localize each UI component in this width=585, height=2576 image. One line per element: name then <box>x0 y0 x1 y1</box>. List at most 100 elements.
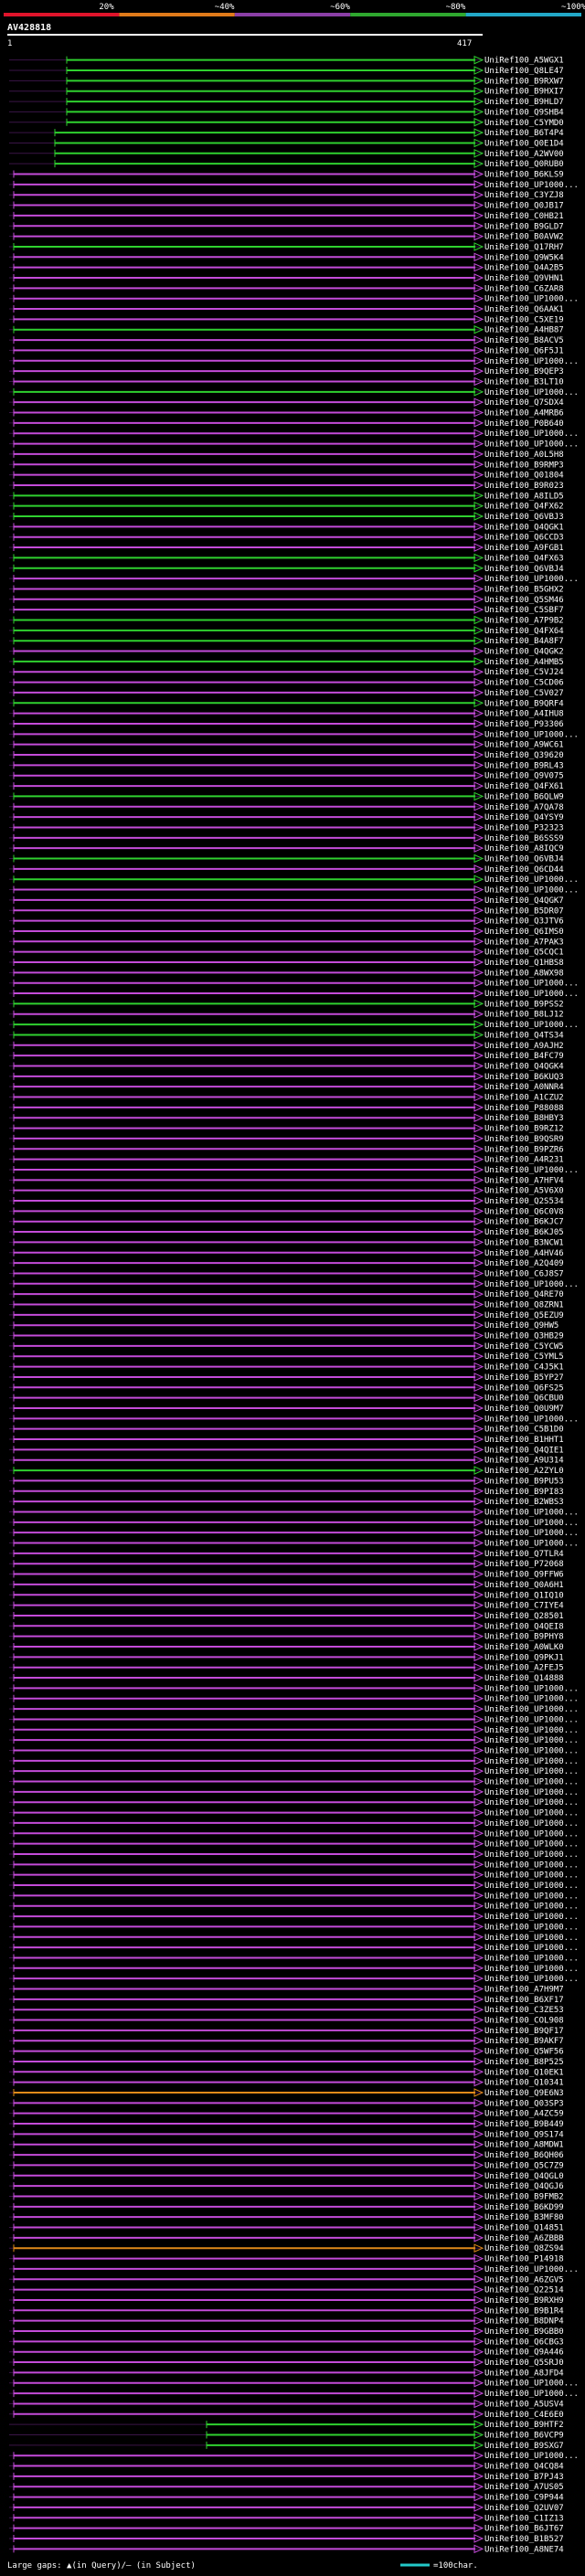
hit-label[interactable]: UniRef100_C6J8S7 <box>484 1269 564 1278</box>
hit-label[interactable]: UniRef100_C3ZE53 <box>484 2006 564 2015</box>
hit-label[interactable]: UniRef100_UP1000... <box>484 1021 579 1030</box>
hit-label[interactable]: UniRef100_Q3JTV6 <box>484 917 564 927</box>
hit-label[interactable]: UniRef100_A8NE74 <box>484 2545 564 2554</box>
hit-label[interactable]: UniRef100_B9HLD7 <box>484 98 564 107</box>
hit-label[interactable]: UniRef100_B9HTF2 <box>484 2421 564 2430</box>
hit-label[interactable]: UniRef100_A8ILD5 <box>484 492 564 501</box>
hit-label[interactable]: UniRef100_Q01804 <box>484 472 564 481</box>
hit-label[interactable]: UniRef100_Q4A2B5 <box>484 264 564 273</box>
hit-label[interactable]: UniRef100_C1IZ13 <box>484 2514 564 2523</box>
hit-label[interactable]: UniRef100_P93306 <box>484 720 564 729</box>
hit-label[interactable]: UniRef100_UP1000... <box>484 1798 579 1807</box>
hit-label[interactable]: UniRef100_A7US05 <box>484 2483 564 2492</box>
hit-label[interactable]: UniRef100_B9QRF4 <box>484 699 564 708</box>
hit-label[interactable]: UniRef100_B9RXH9 <box>484 2296 564 2306</box>
hit-label[interactable]: UniRef100_Q6CD44 <box>484 865 564 875</box>
hit-label[interactable]: UniRef100_UP1000... <box>484 1746 579 1755</box>
hit-label[interactable]: UniRef100_B9GBB0 <box>484 2327 564 2337</box>
hit-label[interactable]: UniRef100_B9R023 <box>484 482 564 491</box>
hit-label[interactable]: UniRef100_Q10EK1 <box>484 2068 564 2077</box>
hit-label[interactable]: UniRef100_A0NNR4 <box>484 1083 564 1092</box>
hit-label[interactable]: UniRef100_UP1000... <box>484 1819 579 1829</box>
hit-label[interactable]: UniRef100_A7HFV4 <box>484 1176 564 1185</box>
hit-label[interactable]: UniRef100_B1HHT1 <box>484 1436 564 1445</box>
hit-label[interactable]: UniRef100_Q9S174 <box>484 2130 564 2139</box>
hit-label[interactable]: UniRef100_A1CZU2 <box>484 1094 564 1103</box>
hit-label[interactable]: UniRef100_B5DR07 <box>484 906 564 916</box>
hit-label[interactable]: UniRef100_Q6VBJ4 <box>484 855 564 864</box>
hit-label[interactable]: UniRef100_Q0E1D4 <box>484 139 564 148</box>
hit-label[interactable]: UniRef100_Q6C0V8 <box>484 1207 564 1216</box>
hit-label[interactable]: UniRef100_Q4YSY9 <box>484 813 564 822</box>
hit-label[interactable]: UniRef100_A7QA78 <box>484 803 564 812</box>
hit-label[interactable]: UniRef100_Q7SDX4 <box>484 398 564 408</box>
hit-label[interactable]: UniRef100_Q4QEI8 <box>484 1622 564 1631</box>
hit-label[interactable]: UniRef100_B1B527 <box>484 2535 564 2544</box>
hit-label[interactable]: UniRef100_A4HB87 <box>484 326 564 335</box>
hit-label[interactable]: UniRef100_A8MDW1 <box>484 2141 564 2150</box>
hit-label[interactable]: UniRef100_UP1000... <box>484 1944 579 1953</box>
hit-label[interactable]: UniRef100_A2Q409 <box>484 1259 564 1268</box>
hit-label[interactable]: UniRef100_P32323 <box>484 823 564 832</box>
hit-label[interactable]: UniRef100_B9RXW7 <box>484 77 564 86</box>
hit-label[interactable]: UniRef100_A9FGB1 <box>484 544 564 553</box>
hit-label[interactable]: UniRef100_B9SXG7 <box>484 2442 564 2451</box>
hit-label[interactable]: UniRef100_A4HMB5 <box>484 658 564 667</box>
hit-label[interactable]: UniRef100_B6QH06 <box>484 2151 564 2160</box>
hit-label[interactable]: UniRef100_Q0A6H1 <box>484 1581 564 1590</box>
hit-label[interactable]: UniRef100_A2FEJ5 <box>484 1664 564 1673</box>
hit-label[interactable]: UniRef100_A5USV4 <box>484 2400 564 2409</box>
hit-label[interactable]: UniRef100_Q6AAK1 <box>484 305 564 314</box>
hit-label[interactable]: UniRef100_UP1000... <box>484 357 579 366</box>
hit-label[interactable]: UniRef100_C5SBF7 <box>484 606 564 615</box>
hit-label[interactable]: UniRef100_A5WGX1 <box>484 57 564 66</box>
hit-label[interactable]: UniRef100_Q6F5J1 <box>484 346 564 355</box>
hit-label[interactable]: UniRef100_A8WX98 <box>484 969 564 978</box>
hit-label[interactable]: UniRef100_A2WV00 <box>484 150 564 159</box>
hit-label[interactable]: UniRef100_UP1000... <box>484 1726 579 1735</box>
hit-label[interactable]: UniRef100_UP1000... <box>484 1529 579 1538</box>
hit-label[interactable]: UniRef100_Q0RUB0 <box>484 160 564 169</box>
hit-label[interactable]: UniRef100_UP1000... <box>484 1809 579 1818</box>
hit-label[interactable]: UniRef100_B9FMB2 <box>484 2192 564 2201</box>
hit-label[interactable]: UniRef100_B9B1R4 <box>484 2306 564 2316</box>
hit-label[interactable]: UniRef100_Q5WF56 <box>484 2048 564 2057</box>
hit-label[interactable]: UniRef100_B9PZR6 <box>484 1145 564 1154</box>
hit-label[interactable]: UniRef100_A4IHU8 <box>484 710 564 719</box>
hit-label[interactable]: UniRef100_Q4QGJ6 <box>484 2182 564 2191</box>
hit-label[interactable]: UniRef100_B6KJ05 <box>484 1228 564 1237</box>
hit-label[interactable]: UniRef100_C5YML5 <box>484 1352 564 1362</box>
hit-label[interactable]: UniRef100_UP1000... <box>484 1965 579 1974</box>
hit-label[interactable]: UniRef100_Q4QGK7 <box>484 896 564 906</box>
hit-label[interactable]: UniRef100_UP1000... <box>484 1778 579 1787</box>
hit-label[interactable]: UniRef100_B6KLS9 <box>484 171 564 180</box>
hit-label[interactable]: UniRef100_UP1000... <box>484 1757 579 1766</box>
hit-label[interactable]: UniRef100_B4A8F7 <box>484 637 564 646</box>
hit-label[interactable]: UniRef100_C5B1D0 <box>484 1426 564 1435</box>
hit-label[interactable]: UniRef100_UP1000... <box>484 1903 579 1912</box>
hit-label[interactable]: UniRef100_P0B640 <box>484 419 564 429</box>
hit-label[interactable]: UniRef100_A7H9M7 <box>484 1986 564 1995</box>
hit-label[interactable]: UniRef100_B6KUQ3 <box>484 1073 564 1082</box>
hit-label[interactable]: UniRef100_A4MRB6 <box>484 409 564 419</box>
hit-label[interactable]: UniRef100_Q22514 <box>484 2286 564 2295</box>
hit-label[interactable]: UniRef100_UP1000... <box>484 1695 579 1704</box>
hit-label[interactable]: UniRef100_Q03SP3 <box>484 2099 564 2108</box>
hit-label[interactable]: UniRef100_Q3HB29 <box>484 1332 564 1341</box>
hit-label[interactable]: UniRef100_C5CD06 <box>484 679 564 688</box>
hit-label[interactable]: UniRef100_UP1000... <box>484 181 579 190</box>
hit-label[interactable]: UniRef100_C3YZJ8 <box>484 191 564 200</box>
hit-label[interactable]: UniRef100_UP1000... <box>484 1519 579 1528</box>
hit-label[interactable]: UniRef100_UP1000... <box>484 1934 579 1943</box>
hit-label[interactable]: UniRef100_Q14888 <box>484 1674 564 1683</box>
hit-label[interactable]: UniRef100_UP1000... <box>484 875 579 885</box>
hit-label[interactable]: UniRef100_A8IQC9 <box>484 844 564 853</box>
hit-label[interactable]: UniRef100_B9B449 <box>484 2120 564 2129</box>
hit-label[interactable]: UniRef100_B2WBS3 <box>484 1498 564 1507</box>
hit-label[interactable]: UniRef100_B9PSS2 <box>484 1000 564 1009</box>
hit-label[interactable]: UniRef100_Q9VHN1 <box>484 274 564 283</box>
hit-label[interactable]: UniRef100_Q6VBJ3 <box>484 513 564 522</box>
hit-label[interactable]: UniRef100_Q9FFW6 <box>484 1571 564 1580</box>
hit-label[interactable]: UniRef100_Q10341 <box>484 2079 564 2088</box>
hit-label[interactable]: UniRef100_UP1000... <box>484 1166 579 1175</box>
